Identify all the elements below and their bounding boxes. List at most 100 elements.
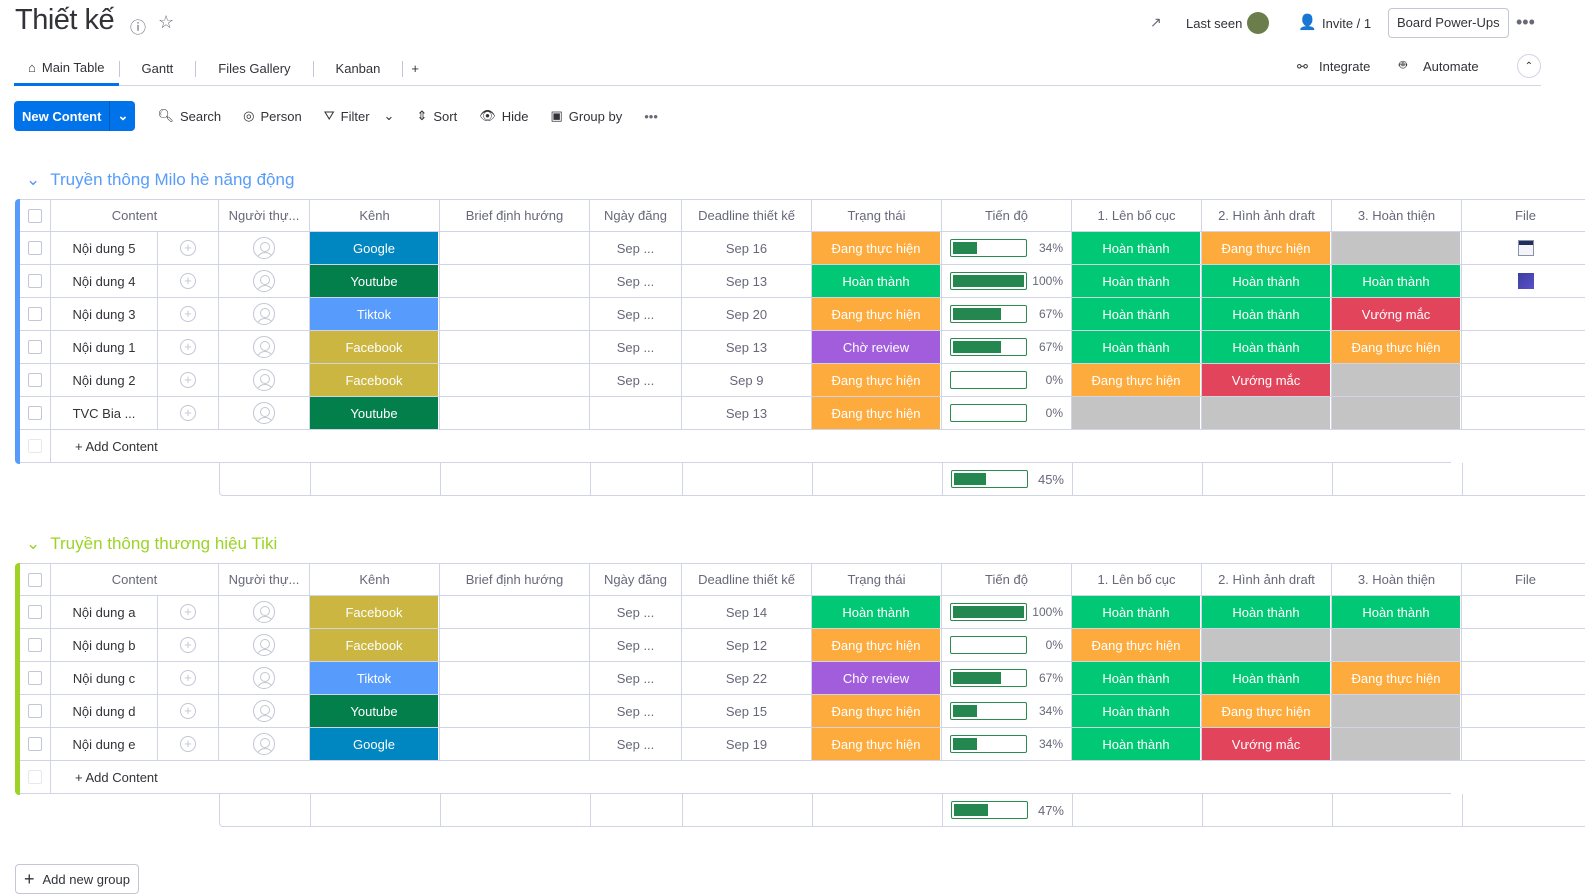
group-title-text[interactable]: Truyền thông thương hiệu Tiki [50,534,278,553]
brief-cell[interactable] [440,596,590,628]
deadline-cell[interactable]: Sep 22 [682,662,812,694]
chevron-down-icon[interactable]: ⌄ [383,108,395,123]
tab-gantt[interactable]: Gantt [141,61,174,76]
post-date-cell[interactable] [590,397,682,429]
file-cell[interactable] [1462,364,1585,396]
layout-step-cell[interactable] [1072,397,1202,429]
post-date-cell[interactable]: Sep ... [590,596,682,628]
person-cell[interactable] [219,662,310,694]
search-button[interactable]: 🔍︎ Search [157,108,222,124]
add-update-button[interactable]: + [158,728,219,760]
chevron-down-icon[interactable]: ⌄ [109,101,135,131]
file-cell[interactable] [1462,331,1585,363]
tab-kanban[interactable]: Kanban [335,61,381,76]
row-checkbox[interactable] [20,232,51,264]
person-cell[interactable] [219,629,310,661]
status-cell[interactable]: Đang thực hiện [812,232,942,264]
person-cell[interactable] [219,364,310,396]
new-content-button[interactable]: New Content ⌄ [14,101,136,131]
checkbox[interactable] [28,605,42,619]
checkbox[interactable] [28,274,42,288]
layout-step-cell[interactable]: Hoàn thành [1072,331,1202,363]
sort-button[interactable]: ⇕ Sort [416,108,458,124]
deadline-cell[interactable]: Sep 20 [682,298,812,330]
row-checkbox[interactable] [20,397,51,429]
add-update-button[interactable]: + [158,397,219,429]
layout-step-cell[interactable]: Hoàn thành [1072,298,1202,330]
person-cell[interactable] [219,596,310,628]
add-update-button[interactable]: + [158,265,219,297]
post-date-cell[interactable]: Sep ... [590,728,682,760]
status-cell[interactable]: Chờ review [812,331,942,363]
content-name[interactable]: Nội dung 5 [51,232,158,264]
row-checkbox[interactable] [20,265,51,297]
status-cell[interactable]: Đang thực hiện [812,695,942,727]
board-power-ups-button[interactable]: Board Power-Ups [1388,8,1509,38]
status-cell[interactable]: Đang thực hiện [812,728,942,760]
content-name[interactable]: TVC Bia ... [51,397,158,429]
status-cell[interactable]: Hoàn thành [812,265,942,297]
chevron-down-icon[interactable]: ⌄ [26,534,41,553]
content-name[interactable]: Nội dung b [51,629,158,661]
file-cell[interactable] [1462,596,1585,628]
status-cell[interactable]: Chờ review [812,662,942,694]
status-cell[interactable]: Đang thực hiện [812,629,942,661]
brief-cell[interactable] [440,364,590,396]
file-thumbnail-icon[interactable] [1517,240,1534,256]
group-by-button[interactable]: ▣ Group by [550,108,623,124]
finish-step-cell[interactable] [1332,397,1462,429]
person-cell[interactable] [219,265,310,297]
layout-step-cell[interactable]: Hoàn thành [1072,232,1202,264]
integrate-button[interactable]: Integrate [1319,59,1371,74]
filter-button[interactable]: ⛛ Filter ⌄ [323,108,395,124]
star-icon[interactable]: ☆ [158,12,175,32]
invite-button[interactable]: Invite / 1 [1322,16,1372,31]
finish-step-cell[interactable] [1332,695,1462,727]
layout-step-cell[interactable]: Hoàn thành [1072,695,1202,727]
add-update-button[interactable]: + [158,662,219,694]
finish-step-cell[interactable] [1332,364,1462,396]
content-name[interactable]: Nội dung 4 [51,265,158,297]
status-cell[interactable]: Đang thực hiện [812,298,942,330]
group-title[interactable]: ⌄ Truyền thông thương hiệu Tiki [26,534,277,554]
tab-main-table[interactable]: ⌂ Main Table [14,52,119,86]
checkbox[interactable] [28,704,42,718]
post-date-cell[interactable]: Sep ... [590,629,682,661]
file-cell[interactable] [1462,728,1585,760]
row-checkbox[interactable] [20,298,51,330]
channel-cell[interactable]: Facebook [310,364,440,396]
checkbox[interactable] [28,572,42,587]
status-cell[interactable]: Hoàn thành [812,596,942,628]
checkbox[interactable] [28,671,42,685]
draft-step-cell[interactable]: Đang thực hiện [1202,232,1332,264]
hide-button[interactable]: 👁︎ Hide [479,108,529,124]
row-checkbox[interactable] [20,364,51,396]
status-cell[interactable]: Đang thực hiện [812,397,942,429]
deadline-cell[interactable]: Sep 14 [682,596,812,628]
channel-cell[interactable]: Google [310,232,440,264]
brief-cell[interactable] [440,695,590,727]
row-checkbox[interactable] [20,331,51,363]
post-date-cell[interactable]: Sep ... [590,662,682,694]
add-update-button[interactable]: + [158,596,219,628]
tab-files-gallery[interactable]: Files Gallery [218,61,291,76]
brief-cell[interactable] [440,397,590,429]
add-update-button[interactable]: + [158,364,219,396]
checkbox[interactable] [28,737,42,751]
draft-step-cell[interactable]: Vướng mắc [1202,364,1332,396]
person-cell[interactable] [219,298,310,330]
draft-step-cell[interactable]: Đang thực hiện [1202,695,1332,727]
select-all-checkbox[interactable] [20,200,51,231]
content-name[interactable]: Nội dung e [51,728,158,760]
row-checkbox[interactable] [20,596,51,628]
file-cell[interactable] [1462,298,1585,330]
file-cell[interactable] [1462,695,1585,727]
layout-step-cell[interactable]: Đang thực hiện [1072,629,1202,661]
person-button[interactable]: ◎ Person [243,108,302,124]
last-seen-label[interactable]: Last seen [1186,16,1243,31]
avatar[interactable] [1247,12,1269,34]
draft-step-cell[interactable]: Hoàn thành [1202,298,1332,330]
file-cell[interactable] [1462,232,1585,264]
automate-button[interactable]: Automate [1423,59,1479,74]
finish-step-cell[interactable]: Đang thực hiện [1332,662,1462,694]
